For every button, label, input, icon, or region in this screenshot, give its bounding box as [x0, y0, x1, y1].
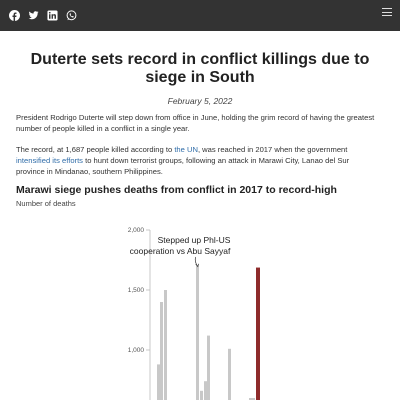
- menu-line: [382, 8, 392, 9]
- y-tick-label: 1,500: [128, 287, 145, 294]
- bar: [228, 348, 231, 400]
- paragraph-text: , was reached in 2017 when the governmen…: [197, 145, 348, 154]
- whatsapp-icon[interactable]: [66, 10, 77, 21]
- deaths-bar-chart: 1,000 1,500 2,000 Stepped up Phl-UScooperat…: [128, 227, 260, 400]
- menu-line: [382, 15, 392, 16]
- y-tick-label: 2,000: [128, 227, 145, 234]
- linkedin-icon[interactable]: [47, 10, 58, 21]
- twitter-icon[interactable]: [28, 10, 39, 21]
- bar: [207, 335, 210, 400]
- bar-2017-highlight: [256, 267, 260, 400]
- annotation-text-line-1: Stepped up Phl-US: [158, 235, 231, 245]
- un-link[interactable]: the UN: [174, 145, 198, 154]
- bar: [196, 266, 199, 400]
- paragraph-text: to hunt down terrorist groups, following…: [16, 156, 350, 176]
- bar: [249, 398, 255, 400]
- intensified-efforts-link[interactable]: intensified its efforts: [16, 156, 83, 165]
- chart-subtitle: Number of deaths: [16, 199, 76, 208]
- bar: [204, 381, 207, 400]
- paragraph-text: The record, at 1,687 people killed accor…: [16, 145, 175, 154]
- chart-title: Marawi siege pushes deaths from conflict…: [16, 184, 337, 196]
- article-paragraph-2: The record, at 1,687 people killed accor…: [16, 144, 376, 177]
- y-tick-label: 1,000: [128, 347, 145, 354]
- annotation-arrowhead: [195, 263, 200, 268]
- article-title: Duterte sets record in conflict killings…: [30, 51, 370, 86]
- bar: [164, 290, 167, 400]
- facebook-icon[interactable]: [9, 10, 20, 21]
- bar: [157, 364, 160, 400]
- article-paragraph-1: President Rodrigo Duterte will step down…: [16, 113, 375, 133]
- annotation-text-line-2: cooperation vs Abu Sayyaf: [130, 246, 231, 256]
- article-content: Duterte sets record in conflict killings…: [0, 31, 400, 400]
- top-navigation-bar: [0, 0, 400, 31]
- bar: [160, 302, 163, 400]
- menu-line: [382, 11, 392, 13]
- bar: [200, 390, 203, 400]
- article-date: February 5, 2022: [167, 96, 233, 106]
- hamburger-menu-icon[interactable]: [382, 8, 392, 18]
- social-share-links: [9, 10, 85, 21]
